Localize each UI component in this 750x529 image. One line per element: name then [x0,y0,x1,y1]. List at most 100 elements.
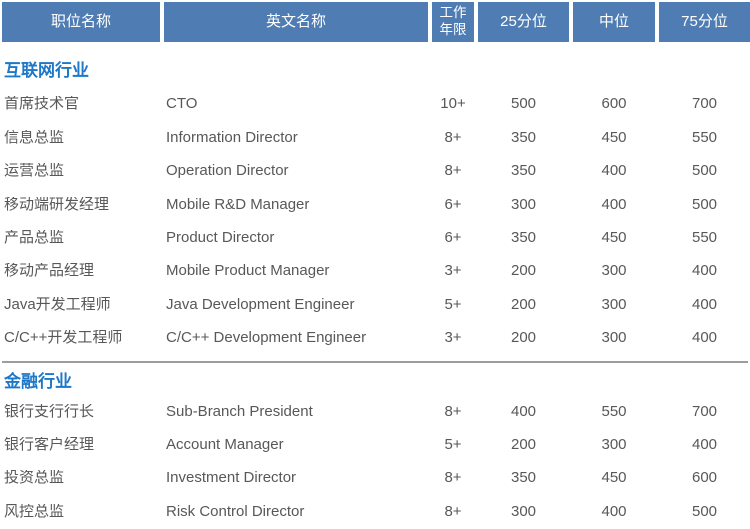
section-rows: 首席技术官 CTO 10+ 500 600 700 信息总监 Informati… [2,88,748,355]
cell-work-years: 6+ [444,196,462,213]
cell-work-years: 8+ [444,403,462,420]
cell-position-name: 风控总监 [4,503,65,520]
cell-english-name: CTO [166,96,198,113]
cell-position-name: 产品总监 [4,230,65,246]
cell-median: 300 [601,263,627,280]
section-rows: 银行支行行长 Sub-Branch President 8+ 400 550 7… [2,395,748,529]
cell-25th-percentile: 200 [510,263,537,280]
cell-english-name: Risk Control Director [166,503,305,520]
column-header-median: 中位 [573,2,655,42]
column-header-position-name: 职位名称 [2,2,160,42]
cell-english-name: Mobile R&D Manager [166,196,310,213]
cell-position-name: 移动端研发经理 [4,196,110,213]
cell-median: 450 [601,129,627,146]
table-row: 运营总监 Operation Director 8+ 350 400 500 [2,155,748,188]
cell-25th-percentile: 300 [510,196,537,213]
table-row: 信息总监 Information Director 8+ 350 450 550 [2,121,748,154]
table-row: 移动产品经理 Mobile Product Manager 3+ 200 300… [2,255,748,288]
cell-work-years: 3+ [444,263,462,280]
cell-75th-percentile: 700 [691,403,718,420]
industry-section: 互联网行业 首席技术官 CTO 10+ 500 600 700 信息总监 Inf… [2,42,748,355]
cell-75th-percentile: 400 [691,330,718,347]
cell-75th-percentile: 600 [691,470,718,487]
table-row: 风控总监 Risk Control Director 8+ 300 400 50… [2,495,748,528]
cell-median: 600 [601,96,627,113]
cell-75th-percentile: 400 [691,263,718,280]
cell-work-years: 8+ [444,503,462,520]
cell-english-name: Mobile Product Manager [166,263,330,280]
cell-median: 300 [601,436,627,453]
cell-position-name: 运营总监 [4,163,65,180]
cell-75th-percentile: 550 [691,129,718,146]
cell-work-years: 5+ [444,296,462,313]
cell-position-name: 银行支行行长 [4,403,95,420]
section-divider [2,361,748,364]
cell-25th-percentile: 350 [510,163,537,180]
cell-25th-percentile: 350 [510,129,537,146]
cell-median: 300 [601,330,627,347]
cell-median: 550 [601,403,627,420]
cell-english-name: Investment Director [166,470,297,487]
cell-english-name: Account Manager [166,436,284,453]
cell-work-years: 10+ [440,96,466,113]
cell-75th-percentile: 500 [691,503,718,520]
cell-25th-percentile: 200 [510,330,537,347]
column-header-work-years: 工作年限 [432,2,474,42]
cell-english-name: Sub-Branch President [166,403,313,420]
cell-english-name: Operation Director [166,163,289,180]
table-row: 银行支行行长 Sub-Branch President 8+ 400 550 7… [2,395,748,428]
cell-position-name: 信息总监 [4,129,65,146]
section-title: 金融行业 [4,372,72,392]
cell-25th-percentile: 350 [510,230,537,246]
cell-75th-percentile: 500 [691,196,718,213]
table-row: 投资总监 Investment Director 8+ 350 450 600 [2,462,748,495]
column-header-75th-percentile: 75分位 [659,2,750,42]
cell-position-name: 投资总监 [4,470,65,487]
cell-25th-percentile: 350 [510,470,537,487]
column-header-25th-percentile: 25分位 [478,2,569,42]
cell-work-years: 8+ [444,470,462,487]
cell-75th-percentile: 400 [691,296,718,313]
cell-english-name: Product Director [166,230,275,246]
cell-work-years: 3+ [444,330,462,347]
cell-median: 450 [601,470,627,487]
table-body: 互联网行业 首席技术官 CTO 10+ 500 600 700 信息总监 Inf… [2,42,748,529]
cell-median: 300 [601,296,627,313]
cell-position-name: 首席技术官 [4,96,80,113]
cell-25th-percentile: 200 [510,436,537,453]
cell-median: 400 [601,196,627,213]
cell-position-name: C/C++开发工程师 [4,330,123,347]
cell-median: 400 [601,163,627,180]
cell-position-name: 移动产品经理 [4,263,95,280]
table-row: C/C++开发工程师 C/C++ Development Engineer 3+… [2,322,748,355]
cell-work-years: 6+ [444,230,462,246]
table-row: 首席技术官 CTO 10+ 500 600 700 [2,88,748,121]
cell-english-name: Java Development Engineer [166,296,355,313]
cell-75th-percentile: 700 [691,96,718,113]
cell-position-name: 银行客户经理 [4,436,95,453]
cell-position-name: Java开发工程师 [4,296,111,313]
cell-median: 450 [601,230,627,246]
column-header-english-name: 英文名称 [164,2,428,42]
industry-section: 金融行业 银行支行行长 Sub-Branch President 8+ 400 … [2,361,748,529]
cell-median: 400 [601,503,627,520]
table-row: 银行客户经理 Account Manager 5+ 200 300 400 [2,429,748,462]
cell-english-name: Information Director [166,129,298,146]
table-header-row: 职位名称 英文名称 工作年限 25分位 中位 75分位 [2,2,750,42]
table-row: Java开发工程师 Java Development Engineer 5+ 2… [2,288,748,321]
cell-25th-percentile: 300 [510,503,537,520]
section-title: 互联网行业 [4,61,89,80]
cell-25th-percentile: 500 [510,96,537,113]
cell-75th-percentile: 400 [691,436,718,453]
table-row: 产品总监 Product Director 6+ 350 450 550 [2,222,748,255]
table-row: 移动端研发经理 Mobile R&D Manager 6+ 300 400 50… [2,188,748,221]
cell-25th-percentile: 200 [510,296,537,313]
cell-work-years: 8+ [444,129,462,146]
cell-work-years: 5+ [444,436,462,453]
cell-75th-percentile: 550 [691,230,718,246]
cell-english-name: C/C++ Development Engineer [166,330,367,347]
cell-25th-percentile: 400 [510,403,537,420]
cell-work-years: 8+ [444,163,462,180]
cell-75th-percentile: 500 [691,163,718,180]
